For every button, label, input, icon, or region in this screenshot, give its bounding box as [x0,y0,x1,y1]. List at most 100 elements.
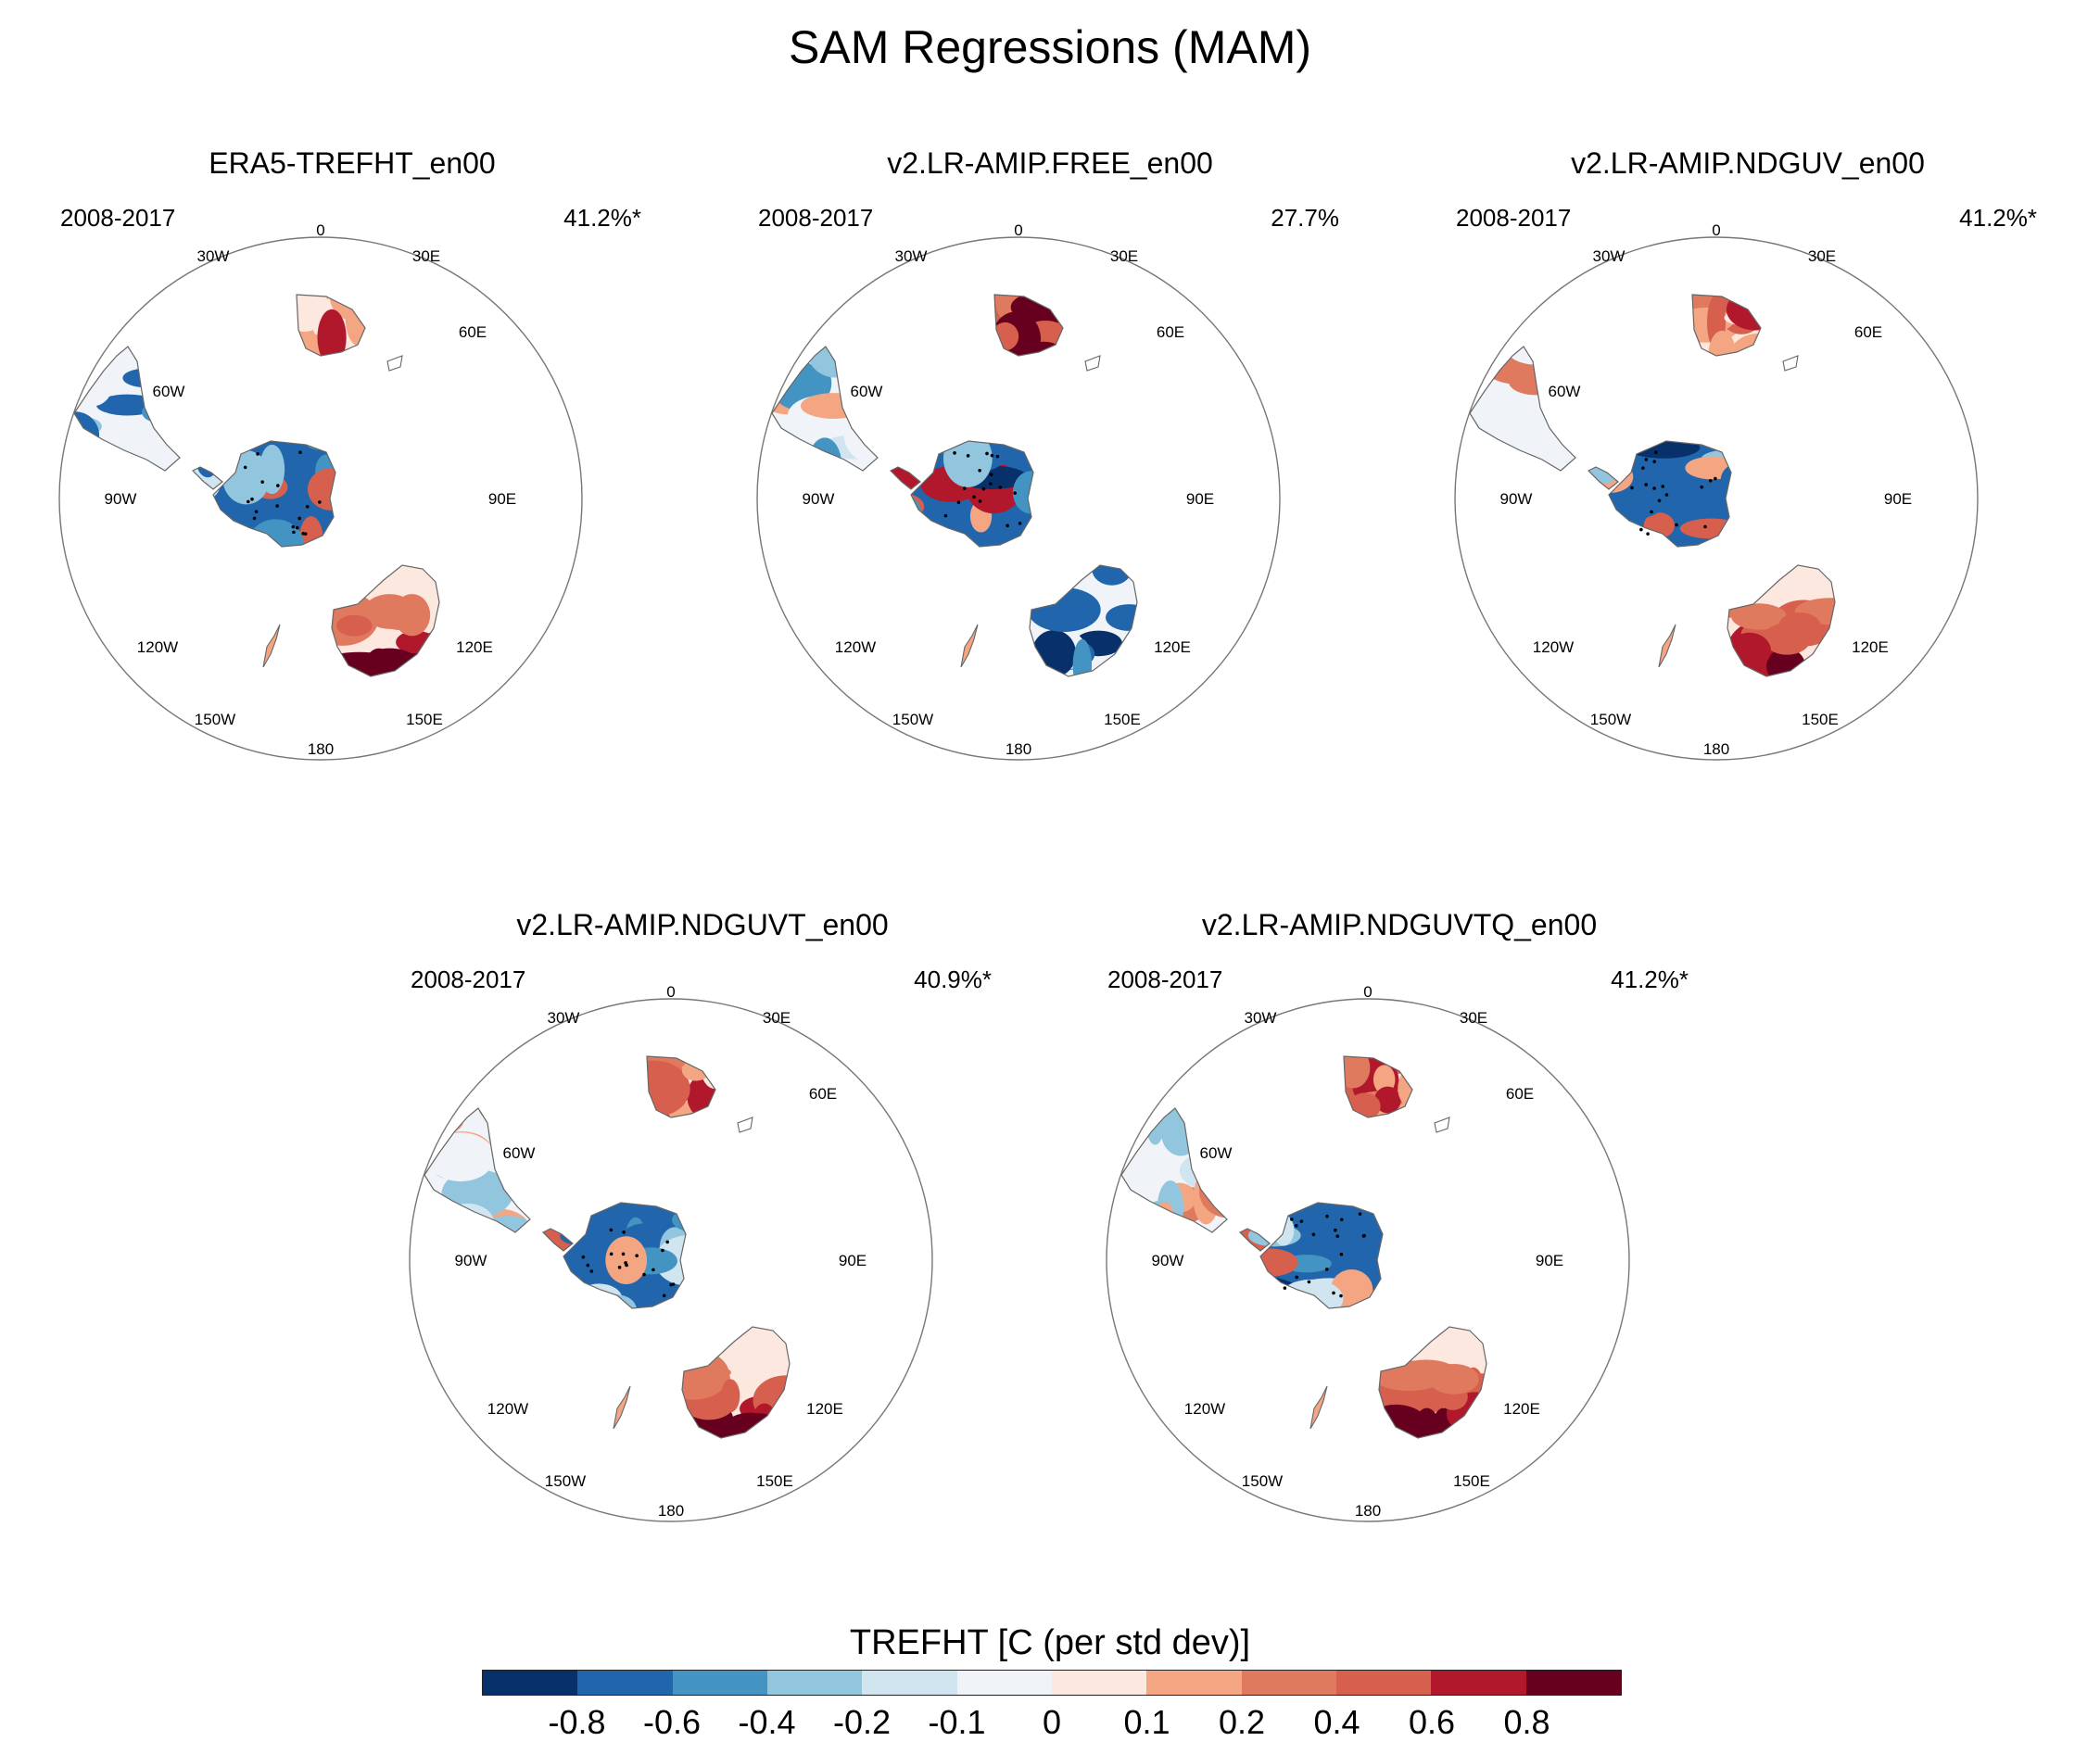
longitude-label: 60W [503,1144,536,1162]
contour-blob [148,351,180,367]
contour-blob [1727,632,1771,669]
south-america-field [74,347,180,471]
longitude-label: 150W [195,711,235,728]
colorbar-tick-label: -0.4 [738,1703,796,1741]
significance-dot [621,1252,626,1256]
south-america-field [1470,347,1575,471]
map-panel-ndguv: v2.LR-AMIP.NDGUV_en00 2008-2017 41.2%* 0… [1423,146,2072,869]
figure-title: SAM Regressions (MAM) [789,21,1311,73]
contour-blob [440,1203,495,1232]
significance-dot [1700,485,1704,489]
longitude-label: 60E [1157,323,1184,341]
south-america-coastline [424,1107,531,1233]
australia-coastline [331,564,440,677]
colorbar-swatch [1051,1671,1147,1695]
significance-dot [972,495,976,499]
contour-blob [83,347,137,375]
longitude-label: 90E [1186,490,1214,508]
significance-dot [1653,450,1658,455]
significance-dot [1657,498,1662,503]
africa-field [1692,295,1761,356]
australia-coastline [1378,1326,1487,1439]
contour-blob [74,354,102,377]
contour-blob [424,1110,463,1134]
antarctica-coastline [910,440,1034,548]
contour-blob [508,1165,530,1205]
south-america-coastline [1469,346,1576,472]
australia-coastline [1029,564,1138,677]
longitude-label: 60W [1200,1144,1233,1162]
madagascar [1782,355,1799,372]
contour-blob [1626,441,1701,459]
new-zealand [262,624,281,668]
longitude-label: 120E [1852,638,1889,656]
significance-dot [990,453,994,458]
significance-dot [995,454,1000,459]
contour-blob [543,1280,601,1308]
longitude-label: 90E [1884,490,1912,508]
colorbar-tick-label: -0.2 [832,1703,892,1741]
south-america-coastline [73,346,181,472]
longitude-label: 0 [1712,221,1720,239]
contour-blob [1798,659,1828,676]
longitude-label: 120E [456,638,493,656]
madagascar [386,355,403,372]
colorbar-tick-label: 0.1 [1123,1703,1170,1741]
contour-blob [193,459,221,501]
contour-blob [305,441,335,452]
contour-blob [74,366,112,407]
significance-dot [1652,486,1656,490]
colorbar-tick-label: -0.8 [548,1703,606,1741]
colorbar-tick-label: 0.4 [1313,1703,1360,1741]
contour-blob [723,1413,788,1438]
longitude-label: 120E [806,1400,843,1418]
contour-blob [1550,458,1575,471]
australia-coastline [1727,564,1836,677]
significance-dot [1006,524,1009,528]
significance-dot [254,510,259,513]
percent-label: 27.7% [1271,204,1339,232]
contour-blob [1240,1203,1274,1218]
colorbar [482,1670,1622,1696]
longitude-label: 30E [763,1009,791,1027]
colorbar-swatch [1146,1671,1242,1695]
longitude-label: 0 [666,983,675,1001]
colorbar-swatch [1525,1671,1621,1695]
significance-dot [662,1293,666,1298]
longitude-label: 150E [1453,1472,1490,1490]
longitude-label: 120W [835,638,876,656]
significance-dot [297,516,301,521]
contour-blob [1344,1056,1371,1089]
significance-dot [625,1263,628,1268]
period-label: 2008-2017 [411,965,526,993]
panel-title: v2.LR-AMIP.NDGUV_en00 [1571,146,1925,180]
significance-dot [989,473,993,477]
significance-dot [276,484,280,487]
longitude-label: 90E [839,1252,867,1269]
map-boundary-circle [58,236,583,761]
longitude-label: 150W [892,711,933,728]
longitude-label: 150E [1802,711,1839,728]
significance-dot [1675,523,1678,527]
contour-blob [400,656,439,676]
contour-blob [1731,603,1787,630]
contour-blob [891,441,918,466]
percent-label: 41.2%* [1611,965,1689,993]
contour-blob [1145,1108,1165,1145]
antarctica-coastline [563,1202,687,1309]
contour-blob [1428,1364,1479,1394]
contour-blob [193,528,242,547]
contour-blob [1374,1086,1401,1114]
map-panel-era5: ERA5-TREFHT_en00 2008-2017 41.2%* 0 30E 60… [28,146,677,869]
longitude-label: 0 [1363,983,1372,1001]
contour-blob [891,491,925,522]
significance-dot [1283,1286,1287,1290]
longitude-label: 60E [809,1085,837,1103]
colorbar-swatch [956,1671,1052,1695]
contour-blob [576,1283,623,1308]
significance-dot [581,1255,586,1259]
south-america-field [772,347,878,471]
colorbar-swatch [1241,1671,1336,1695]
contour-blob [1588,461,1620,484]
longitude-label: 120W [487,1400,528,1418]
